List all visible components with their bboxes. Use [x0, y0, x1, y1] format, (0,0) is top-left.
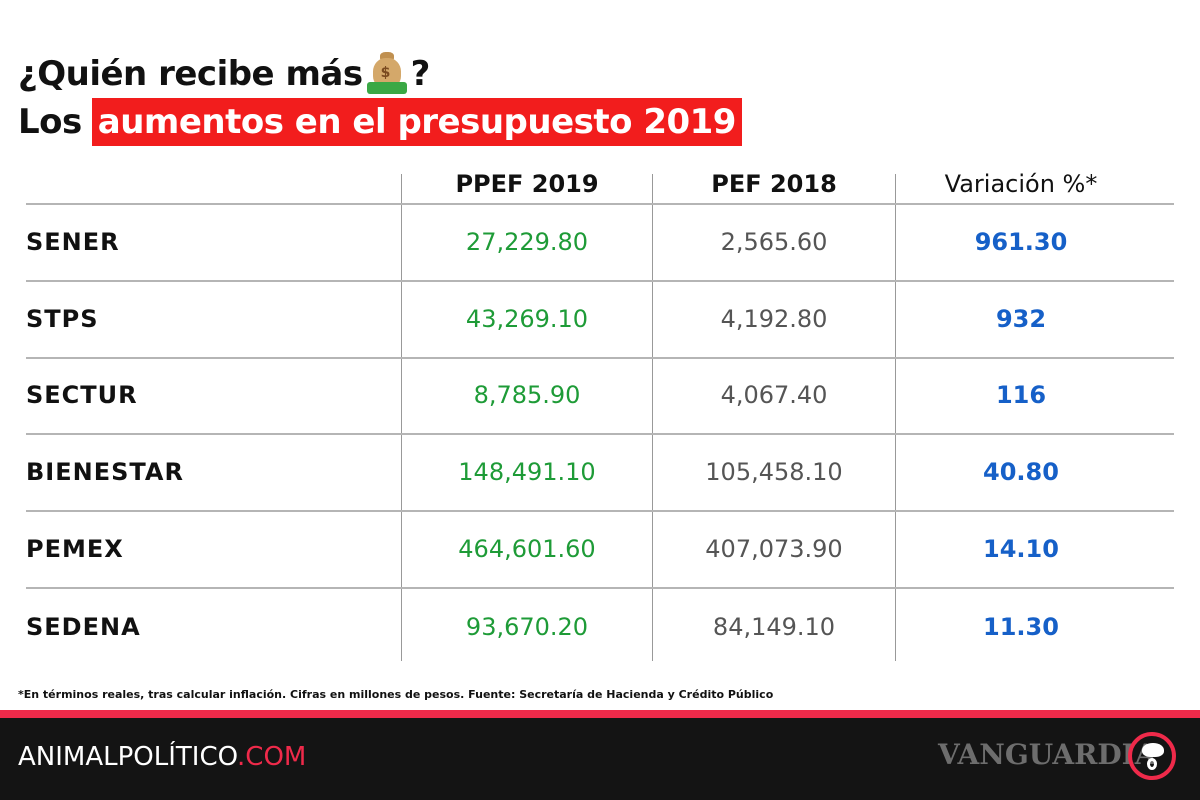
variacion-value: 961.30	[974, 228, 1068, 256]
pef2018-value: 407,073.90	[705, 535, 843, 563]
divider	[26, 357, 1174, 359]
row-label: STPS	[26, 305, 99, 333]
divider	[652, 174, 653, 661]
pef2018-value: 105,458.10	[705, 458, 843, 486]
brand-domain: .COM	[237, 742, 307, 772]
divider	[26, 510, 1174, 512]
accent-bar	[0, 710, 1200, 718]
ppef2019-value: 93,670.20	[465, 613, 589, 641]
ppef2019-value: 464,601.60	[458, 535, 596, 563]
money-bag-icon: $	[366, 52, 407, 96]
divider	[401, 174, 402, 661]
col-header-pef2018: PEF 2018	[711, 170, 837, 198]
vanguardia-logo: VANGUARDIA	[938, 738, 1157, 771]
divider	[26, 203, 1174, 205]
pef2018-value: 2,565.60	[720, 228, 828, 256]
ppef2019-value: 8,785.90	[473, 381, 581, 409]
ppef2019-value: 43,269.10	[465, 305, 589, 333]
divider	[895, 174, 896, 661]
divider	[26, 587, 1174, 589]
pef2018-value: 84,149.10	[712, 613, 836, 641]
title-question: ¿Quién recibe más	[18, 54, 363, 94]
title-prefix: Los	[18, 102, 82, 142]
brand-main: ANIMALPOLÍTICO	[18, 742, 238, 772]
divider	[26, 280, 1174, 282]
row-label: SEDENA	[26, 613, 141, 641]
pef2018-value: 4,192.80	[720, 305, 828, 333]
col-header-ppef2019: PPEF 2019	[455, 170, 599, 198]
ppef2019-value: 148,491.10	[458, 458, 596, 486]
row-label: BIENESTAR	[26, 458, 184, 486]
title-question-mark: ?	[410, 54, 431, 94]
variacion-value: 14.10	[983, 535, 1059, 563]
vanguardia-emblem-icon	[1128, 732, 1176, 780]
title-line-2: Los aumentos en el presupuesto 2019	[18, 98, 742, 146]
footnote: *En términos reales, tras calcular infla…	[18, 688, 774, 701]
title-highlight: aumentos en el presupuesto 2019	[91, 98, 742, 146]
row-label: PEMEX	[26, 535, 124, 563]
col-header-variacion: Variación %*	[944, 170, 1098, 198]
ppef2019-value: 27,229.80	[465, 228, 589, 256]
variacion-value: 116	[995, 381, 1047, 409]
divider	[26, 433, 1174, 435]
variacion-value: 40.80	[983, 458, 1059, 486]
footer: ANIMALPOLÍTICO.COM VANGUARDIA	[0, 718, 1200, 800]
title-line-1: ¿Quién recibe más $ ?	[18, 52, 430, 96]
variacion-value: 932	[995, 305, 1047, 333]
pef2018-value: 4,067.40	[720, 381, 828, 409]
row-label: SENER	[26, 228, 120, 256]
row-label: SECTUR	[26, 381, 138, 409]
variacion-value: 11.30	[983, 613, 1059, 641]
animalpolitico-logo: ANIMALPOLÍTICO.COM	[18, 742, 306, 772]
